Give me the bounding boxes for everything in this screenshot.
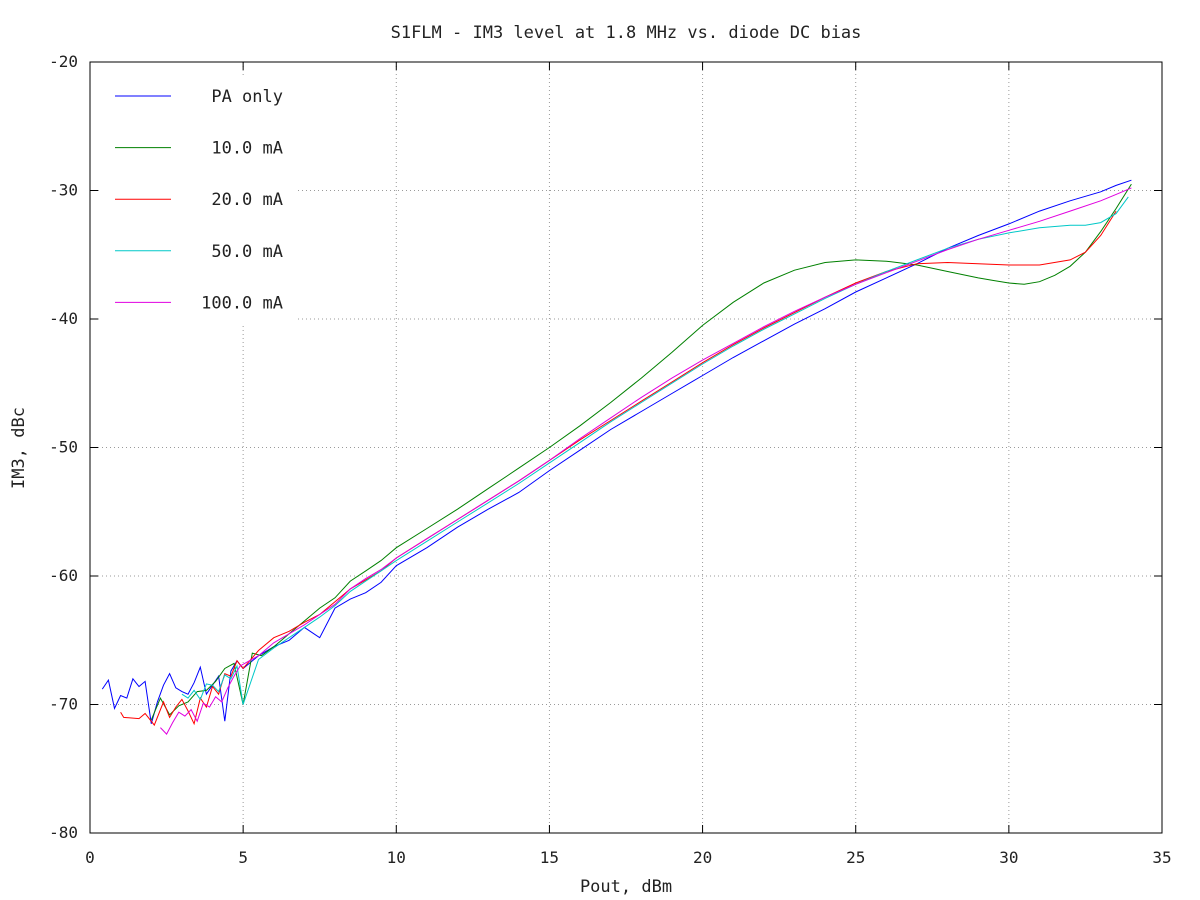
y-tick-label: -20 [49, 52, 78, 71]
y-tick-label: -50 [49, 438, 78, 457]
legend-label: 20.0 mA [211, 190, 283, 210]
y-tick-label: -80 [49, 823, 78, 842]
y-tick-label: -70 [49, 695, 78, 714]
x-axis-label: Pout, dBm [580, 877, 672, 897]
x-tick-label: 25 [846, 848, 865, 867]
x-tick-label: 15 [540, 848, 559, 867]
y-axis-label: IM3, dBc [9, 407, 29, 489]
legend-label: PA only [211, 87, 283, 107]
y-tick-label: -30 [49, 181, 78, 200]
x-tick-label: 10 [387, 848, 406, 867]
x-tick-label: 35 [1152, 848, 1171, 867]
chart-title: S1FLM - IM3 level at 1.8 MHz vs. diode D… [391, 23, 862, 43]
legend-label: 50.0 mA [211, 242, 283, 262]
legend-label: 100.0 mA [201, 293, 283, 313]
y-tick-label: -60 [49, 566, 78, 585]
legend: PA only 10.0 mA 20.0 mA 50.0 mA 100.0 mA [100, 76, 296, 326]
x-tick-label: 30 [999, 848, 1018, 867]
series-line-4 [160, 187, 1132, 735]
x-tick-label: 20 [693, 848, 712, 867]
x-tick-label: 0 [85, 848, 95, 867]
series-line-3 [181, 196, 1129, 705]
x-tick-label: 5 [238, 848, 248, 867]
series-group [101, 179, 1132, 735]
y-tick-label: -40 [49, 309, 78, 328]
series-line-1 [150, 183, 1132, 721]
legend-background [100, 76, 296, 326]
legend-label: 10.0 mA [211, 139, 283, 159]
axis-ticks: 0 5 10 15 20 25 30 35 -80 -70 -60 -50 -40 -30 -20 [49, 52, 1172, 867]
series-line-0 [101, 179, 1132, 724]
